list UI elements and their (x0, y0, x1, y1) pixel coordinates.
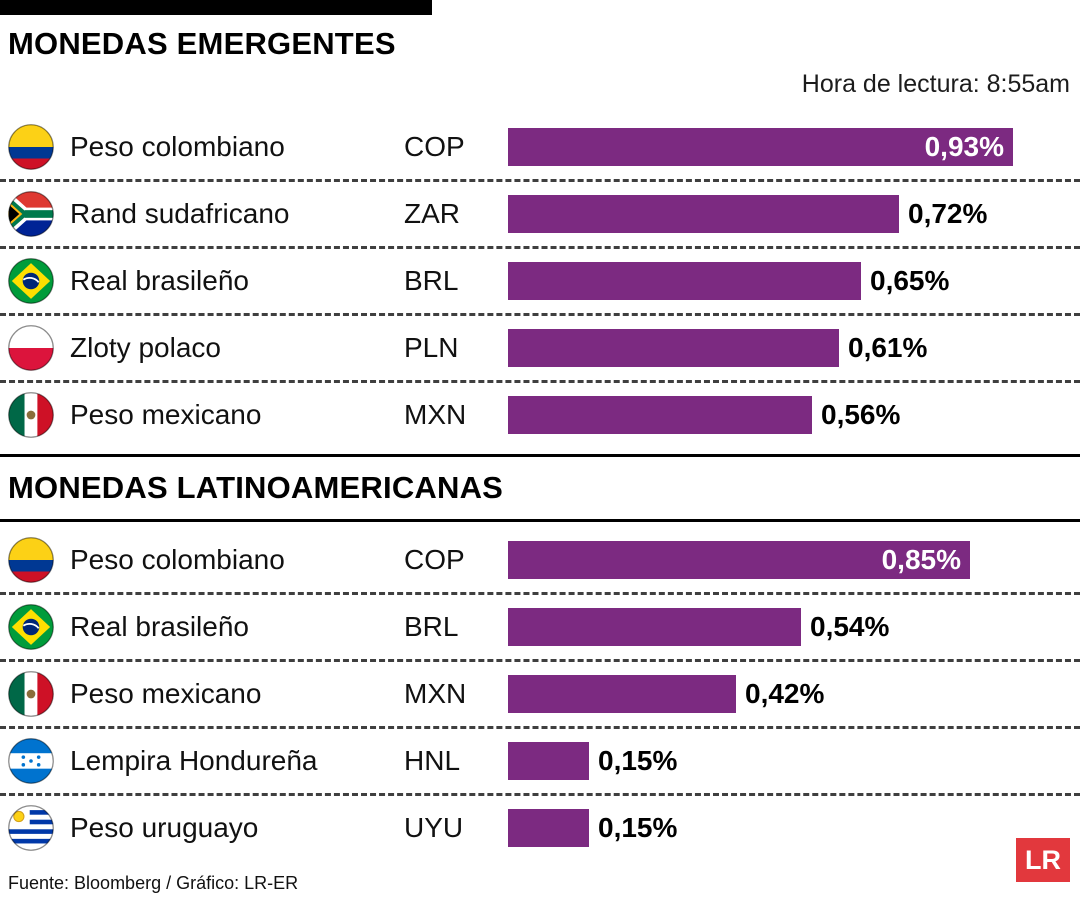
colombia-flag-icon (8, 124, 54, 170)
currency-name: Zloty polaco (70, 332, 221, 363)
value-bar (508, 809, 589, 847)
currency-row: Zloty polaco PLN 0,61% (0, 316, 1080, 380)
top-accent-bar (0, 0, 432, 15)
currency-row: Rand sudafricano ZAR 0,72% (0, 182, 1080, 246)
value-label: 0,61% (848, 332, 928, 363)
currency-name: Lempira Hondureña (70, 745, 318, 776)
currency-row: Lempira Hondureña HNL 0,15% (0, 729, 1080, 793)
emerging-currencies-chart: Peso colombiano COP 0,93% Rand sudafrica… (0, 115, 1080, 447)
value-label: 0,15% (598, 745, 678, 776)
brazil-flag-icon (8, 258, 54, 304)
bar-area: 0,93% (508, 128, 1072, 166)
currency-code: MXN (404, 678, 467, 709)
row-separator (0, 380, 1080, 383)
bar-area: 0,56% (508, 396, 1072, 434)
currency-row: Peso colombiano COP 0,93% (0, 115, 1080, 179)
bar-area: 0,85% (508, 541, 1072, 579)
currency-row: Peso mexicano MXN 0,42% (0, 662, 1080, 726)
poland-flag-icon (8, 325, 54, 371)
mexico-flag-icon (8, 671, 54, 717)
currency-row: Real brasileño BRL 0,65% (0, 249, 1080, 313)
bar-area: 0,42% (508, 675, 1072, 713)
currency-row: Peso mexicano MXN 0,56% (0, 383, 1080, 447)
row-separator (0, 313, 1080, 316)
value-bar: 0,93% (508, 128, 1013, 166)
source-credit: Fuente: Bloomberg / Gráfico: LR-ER (8, 873, 299, 893)
colombia-flag-icon (8, 537, 54, 583)
currency-name: Peso colombiano (70, 544, 285, 575)
currency-name: Real brasileño (70, 611, 249, 642)
currency-code: HNL (404, 745, 461, 776)
currency-row: Real brasileño BRL 0,54% (0, 595, 1080, 659)
value-bar (508, 262, 861, 300)
currency-row: Peso colombiano COP 0,85% (0, 528, 1080, 592)
row-separator (0, 726, 1080, 729)
value-label: 0,65% (870, 265, 950, 296)
uruguay-flag-icon (8, 805, 54, 851)
currency-name: Peso uruguayo (70, 812, 259, 843)
value-bar (508, 608, 801, 646)
row-separator (0, 793, 1080, 796)
currency-name: Peso mexicano (70, 399, 262, 430)
value-label: 0,56% (821, 399, 901, 430)
read-time-label: Hora de lectura: 8:55am (801, 70, 1070, 98)
row-separator (0, 246, 1080, 249)
brazil-flag-icon (8, 604, 54, 650)
value-label: 0,15% (598, 812, 678, 843)
currency-code: COP (404, 131, 465, 162)
currency-code: ZAR (404, 198, 460, 229)
section1-title: MONEDAS EMERGENTES (8, 26, 396, 61)
value-bar (508, 742, 589, 780)
currency-code: BRL (404, 611, 459, 642)
bar-area: 0,54% (508, 608, 1072, 646)
currency-row: Peso uruguayo UYU 0,15% (0, 796, 1080, 860)
currency-name: Peso colombiano (70, 131, 285, 162)
value-bar (508, 195, 899, 233)
currency-name: Peso mexicano (70, 678, 262, 709)
mexico-flag-icon (8, 392, 54, 438)
value-label: 0,93% (924, 131, 1004, 162)
lr-logo: LR (1016, 838, 1070, 882)
bar-area: 0,72% (508, 195, 1072, 233)
section2-title: MONEDAS LATINOAMERICANAS (0, 454, 1080, 522)
currency-code: MXN (404, 399, 467, 430)
value-bar (508, 329, 839, 367)
value-label: 0,72% (908, 198, 988, 229)
currency-code: COP (404, 544, 465, 575)
bar-area: 0,61% (508, 329, 1072, 367)
row-separator (0, 659, 1080, 662)
currency-name: Rand sudafricano (70, 198, 290, 229)
bar-area: 0,15% (508, 742, 1072, 780)
currency-code: UYU (404, 812, 464, 843)
value-label: 0,54% (810, 611, 890, 642)
value-label: 0,85% (881, 544, 961, 575)
row-separator (0, 592, 1080, 595)
currency-code: BRL (404, 265, 459, 296)
bar-area: 0,15% (508, 809, 1072, 847)
value-bar (508, 396, 812, 434)
latam-currencies-chart: Peso colombiano COP 0,85% Real brasileño… (0, 528, 1080, 860)
value-label: 0,42% (745, 678, 825, 709)
south-africa-flag-icon (8, 191, 54, 237)
currency-name: Real brasileño (70, 265, 249, 296)
value-bar (508, 675, 736, 713)
honduras-flag-icon (8, 738, 54, 784)
row-separator (0, 179, 1080, 182)
value-bar: 0,85% (508, 541, 970, 579)
currency-code: PLN (404, 332, 459, 363)
bar-area: 0,65% (508, 262, 1072, 300)
